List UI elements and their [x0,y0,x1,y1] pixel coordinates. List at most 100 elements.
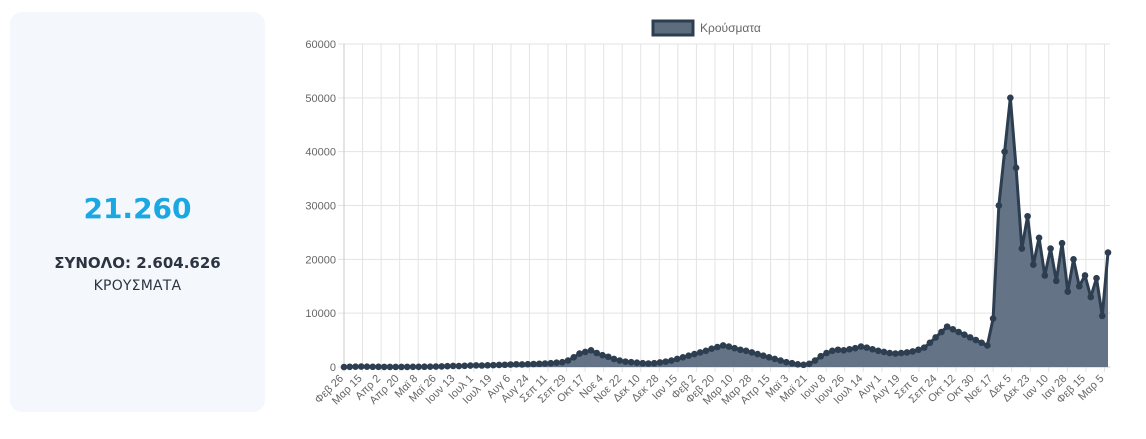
data-point[interactable] [1058,239,1066,247]
data-point[interactable] [794,361,802,368]
data-point[interactable] [415,363,422,371]
data-point[interactable] [478,362,486,369]
data-point[interactable] [765,354,773,361]
data-point[interactable] [576,350,583,357]
legend-label[interactable]: Κρούσματα [700,21,761,35]
data-point[interactable] [949,326,957,333]
data-point[interactable] [518,361,526,368]
data-point[interactable] [645,360,652,367]
data-point[interactable] [800,361,807,369]
data-point[interactable] [633,359,641,366]
data-point[interactable] [1001,148,1008,155]
data-point[interactable] [524,360,532,368]
data-point[interactable] [541,360,549,367]
data-point[interactable] [570,354,578,361]
data-point[interactable] [805,360,813,368]
data-point[interactable] [943,323,951,330]
data-point[interactable] [375,363,382,371]
data-point[interactable] [823,349,830,357]
data-point[interactable] [1081,272,1089,279]
data-point[interactable] [972,336,980,344]
data-point[interactable] [834,346,842,354]
data-point[interactable] [673,355,681,363]
data-point[interactable] [696,349,704,356]
data-point[interactable] [702,347,710,355]
data-point[interactable] [995,202,1003,209]
data-point[interactable] [495,361,503,369]
data-point[interactable] [1007,94,1014,102]
data-point[interactable] [1041,272,1049,279]
data-point[interactable] [1030,261,1037,269]
data-point[interactable] [593,349,601,357]
data-point[interactable] [662,358,669,365]
data-point[interactable] [530,360,537,368]
data-point[interactable] [547,359,555,367]
data-point[interactable] [961,331,968,339]
data-point[interactable] [1012,164,1020,172]
data-point[interactable] [352,363,359,370]
data-point[interactable] [616,357,624,364]
data-point[interactable] [886,349,894,357]
data-point[interactable] [926,339,934,347]
data-point[interactable] [668,357,675,364]
data-point[interactable] [398,363,405,371]
data-point[interactable] [777,357,784,364]
data-point[interactable] [461,362,468,370]
data-point[interactable] [760,352,767,359]
data-point[interactable] [587,347,595,354]
data-point[interactable] [1047,245,1054,252]
data-point[interactable] [369,363,377,371]
data-point[interactable] [1070,256,1077,263]
data-point[interactable] [604,353,612,361]
data-point[interactable] [484,361,491,369]
data-point[interactable] [501,361,509,369]
data-point[interactable] [978,339,985,347]
data-point[interactable] [1035,234,1043,242]
data-point[interactable] [874,347,882,355]
data-point[interactable] [357,363,365,370]
data-point[interactable] [714,343,721,351]
data-point[interactable] [857,343,865,350]
data-point[interactable] [467,362,474,369]
data-point[interactable] [742,347,750,355]
data-point[interactable] [719,342,727,349]
data-point[interactable] [421,363,428,371]
data-point[interactable] [737,346,744,354]
data-point[interactable] [817,352,825,360]
data-point[interactable] [1104,249,1112,256]
data-point[interactable] [409,363,417,371]
data-point[interactable] [989,315,997,322]
data-point[interactable] [828,347,836,355]
data-point[interactable] [472,362,480,369]
data-point[interactable] [708,345,715,353]
data-point[interactable] [783,358,790,366]
data-point[interactable] [340,363,348,371]
data-point[interactable] [1093,274,1100,282]
data-point[interactable] [938,328,945,336]
data-point[interactable] [754,350,761,358]
data-point[interactable] [909,348,916,355]
data-point[interactable] [863,344,871,351]
data-point[interactable] [449,362,457,370]
data-point[interactable] [691,350,698,358]
data-point[interactable] [363,363,371,370]
data-point[interactable] [880,348,888,356]
data-point[interactable] [455,362,463,370]
data-point[interactable] [748,349,756,356]
data-point[interactable] [1098,312,1106,320]
data-point[interactable] [599,351,606,359]
data-point[interactable] [386,363,394,371]
data-point[interactable] [1053,277,1060,285]
data-point[interactable] [403,363,411,371]
data-point[interactable] [731,344,738,352]
data-point[interactable] [915,346,922,354]
data-point[interactable] [811,357,819,364]
data-point[interactable] [1024,212,1031,220]
data-point[interactable] [984,342,991,349]
data-point[interactable] [1075,282,1083,290]
data-point[interactable] [840,347,848,354]
data-point[interactable] [650,359,658,367]
data-point[interactable] [610,355,618,363]
data-point[interactable] [426,363,434,370]
data-point[interactable] [444,362,451,370]
